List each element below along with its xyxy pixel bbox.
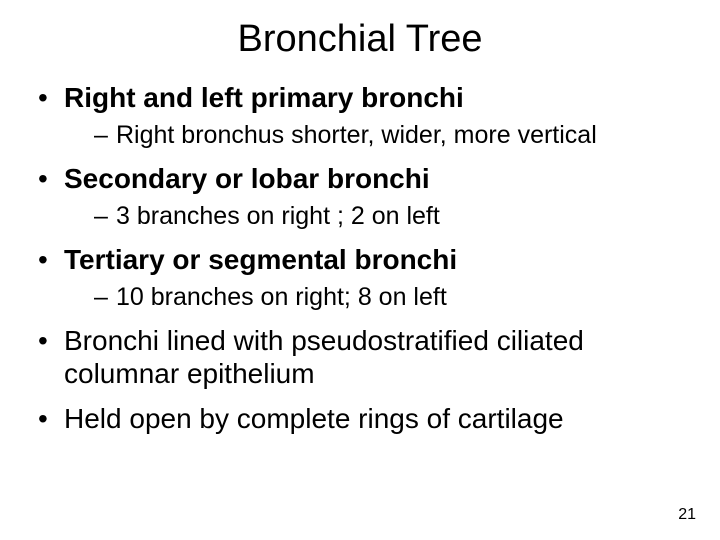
slide-title: Bronchial Tree <box>0 0 720 69</box>
bullet-level1-text: Held open by complete rings of cartilage <box>64 403 564 434</box>
bullet-level2: Right bronchus shorter, wider, more vert… <box>94 120 690 150</box>
bullet-list: Right and left primary bronchi Right bron… <box>38 81 690 435</box>
bullet-level1-text: Secondary or lobar bronchi <box>64 163 430 194</box>
bullet-level2: 10 branches on right; 8 on left <box>94 282 690 312</box>
bullet-sublist: 3 branches on right ; 2 on left <box>64 201 690 231</box>
page-number: 21 <box>678 506 696 524</box>
bullet-sublist: Right bronchus shorter, wider, more vert… <box>64 120 690 150</box>
bullet-level1: Secondary or lobar bronchi 3 branches on … <box>38 162 690 231</box>
bullet-level1: Tertiary or segmental bronchi 10 branches… <box>38 243 690 312</box>
bullet-level1-text: Right and left primary bronchi <box>64 82 464 113</box>
bullet-level1: Bronchi lined with pseudostratified cili… <box>38 324 690 390</box>
bullet-level2: 3 branches on right ; 2 on left <box>94 201 690 231</box>
bullet-level1-text: Bronchi lined with pseudostratified cili… <box>64 325 584 389</box>
slide-body: Right and left primary bronchi Right bron… <box>0 81 720 435</box>
bullet-level1: Held open by complete rings of cartilage <box>38 402 690 435</box>
bullet-level1-text: Tertiary or segmental bronchi <box>64 244 457 275</box>
bullet-sublist: 10 branches on right; 8 on left <box>64 282 690 312</box>
slide: Bronchial Tree Right and left primary br… <box>0 0 720 540</box>
bullet-level1: Right and left primary bronchi Right bron… <box>38 81 690 150</box>
